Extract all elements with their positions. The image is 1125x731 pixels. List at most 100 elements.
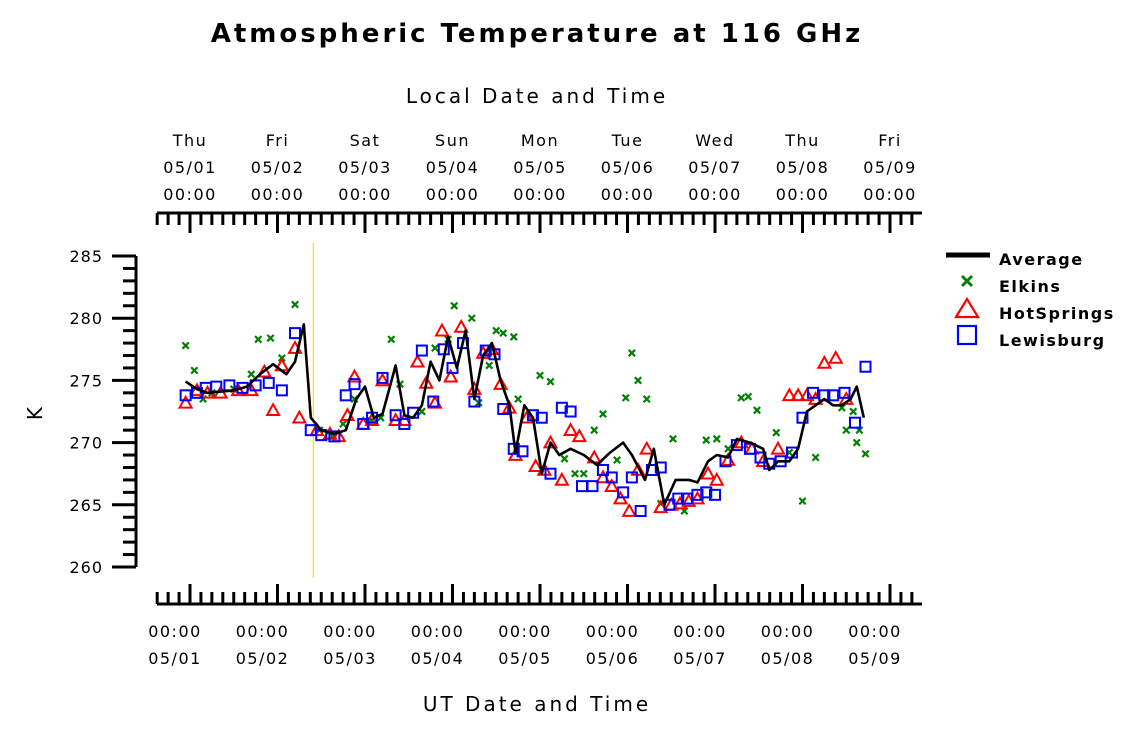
top-tick-time-label: 00:00 [863,185,917,204]
lewisburg-point [389,409,402,422]
lewisburg-point [654,461,667,474]
bottom-tick-date-label: 05/02 [236,649,290,668]
legend-x-swatch [960,274,974,288]
top-tick-time-label: 00:00 [163,185,217,204]
elkins-point [485,361,494,370]
top-tick-date-label: 05/04 [426,158,480,177]
top-tick-time-label: 00:00 [601,185,655,204]
elkins-point [599,410,607,418]
hotsprings-point [630,461,646,476]
top-tick-time-label: 00:00 [426,185,480,204]
lewisburg-point [796,411,809,424]
elkins-point [571,469,579,478]
elkins-point [842,426,851,435]
plot-area [177,243,872,578]
elkins-point [852,438,861,447]
hotsprings-point [177,394,194,409]
elkins-point [712,434,721,443]
y-tick-label: 285 [69,247,103,266]
bottom-tick-date-label: 05/07 [673,649,727,668]
lewisburg-point [376,371,389,384]
hotsprings-point [799,387,815,402]
lewisburg-point [838,386,851,399]
lewisburg-point [634,505,647,518]
lewisburg-point [672,492,685,505]
elkins-point [590,426,599,435]
elkins-point [560,454,569,463]
lewisburg-point [479,344,492,357]
bottom-tick-date-label: 05/09 [848,649,902,668]
hotsprings-point [709,471,725,486]
elkins-point [266,334,275,343]
lewisburg-point [691,488,704,501]
top-tick-day-label: Thu [172,131,208,150]
elkins-point [798,497,807,506]
y-tick-label: 260 [69,558,103,577]
bottom-tick-date-label: 05/04 [411,649,465,668]
elkins-point [579,469,588,478]
top-tick-time-label: 00:00 [513,185,567,204]
hotsprings-point [519,409,535,424]
hotsprings-point [554,471,570,486]
hotsprings-point [409,353,426,368]
series-lewisburg [179,327,872,518]
top-axis-title: Local Date and Time [406,84,668,108]
lewisburg-point [328,430,341,443]
elkins-point [737,393,746,402]
elkins-point [772,428,781,437]
top-tick-day-label: Sun [435,131,470,150]
y-tick-label: 275 [69,371,103,390]
lewisburg-point [700,486,713,499]
top-tick-time-label: 00:00 [338,185,392,204]
legend-item-lewisburg: Lewisburg [956,324,1104,350]
series-hotsprings [177,318,854,517]
bottom-tick-time-label: 00:00 [498,622,552,641]
lewisburg-point [497,403,510,416]
top-tick-date-label: 05/06 [601,158,655,177]
legend: Average Elkins HotSprings Lewisburg [946,250,1113,350]
elkins-point [621,393,630,402]
elkins-point [613,456,621,464]
elkins-point [509,332,518,341]
lewisburg-point [827,389,840,402]
legend-triangle-swatch [954,296,980,319]
lewisburg-point [236,381,249,394]
hotsprings-point [639,440,655,455]
top-tick-day-label: Mon [521,131,559,150]
bottom-tick-date-label: 05/06 [586,649,640,668]
top-tick-day-label: Fri [266,131,290,150]
hotsprings-point [781,387,798,402]
top-tick-time-label: 00:00 [776,185,830,204]
lewisburg-point [179,389,192,402]
hotsprings-point [562,422,579,436]
top-tick-day-label: Fri [878,131,902,150]
hotsprings-point [828,349,844,364]
lewisburg-point [516,445,529,458]
hotsprings-point [621,502,637,517]
lewisburg-point [249,379,262,392]
bottom-tick-date-label: 05/05 [498,649,552,668]
legend-square-swatch [956,324,978,346]
elkins-point [467,314,476,323]
top-tick-day-label: Sat [350,131,381,150]
elkins-point [546,377,555,386]
elkins-point [744,392,753,401]
hotsprings-point [604,478,620,492]
top-axis: Thu 05/01 00:00 Fri 05/02 00:00 Sat 05/03 00:00 S… [155,131,922,233]
bottom-axis: 00:00 05/01 00:00 05/02 00:00 05/03 00:00 05/04… [148,584,922,668]
elkins-point [492,326,501,335]
bottom-tick-time-label: 00:00 [411,622,465,641]
bottom-tick-time-label: 00:00 [148,622,202,641]
lewisburg-point [564,405,577,418]
elkins-point [627,349,636,358]
lewisburg-point [348,378,361,391]
series-average [184,323,866,507]
lewisburg-point [555,401,568,414]
y-axis-title: K [23,404,47,420]
elkins-point [190,366,199,375]
bottom-tick-date-label: 05/01 [148,649,202,668]
bottom-tick-time-label: 00:00 [673,622,727,641]
lewisburg-point [357,417,370,430]
top-tick-date-label: 05/01 [163,158,217,177]
